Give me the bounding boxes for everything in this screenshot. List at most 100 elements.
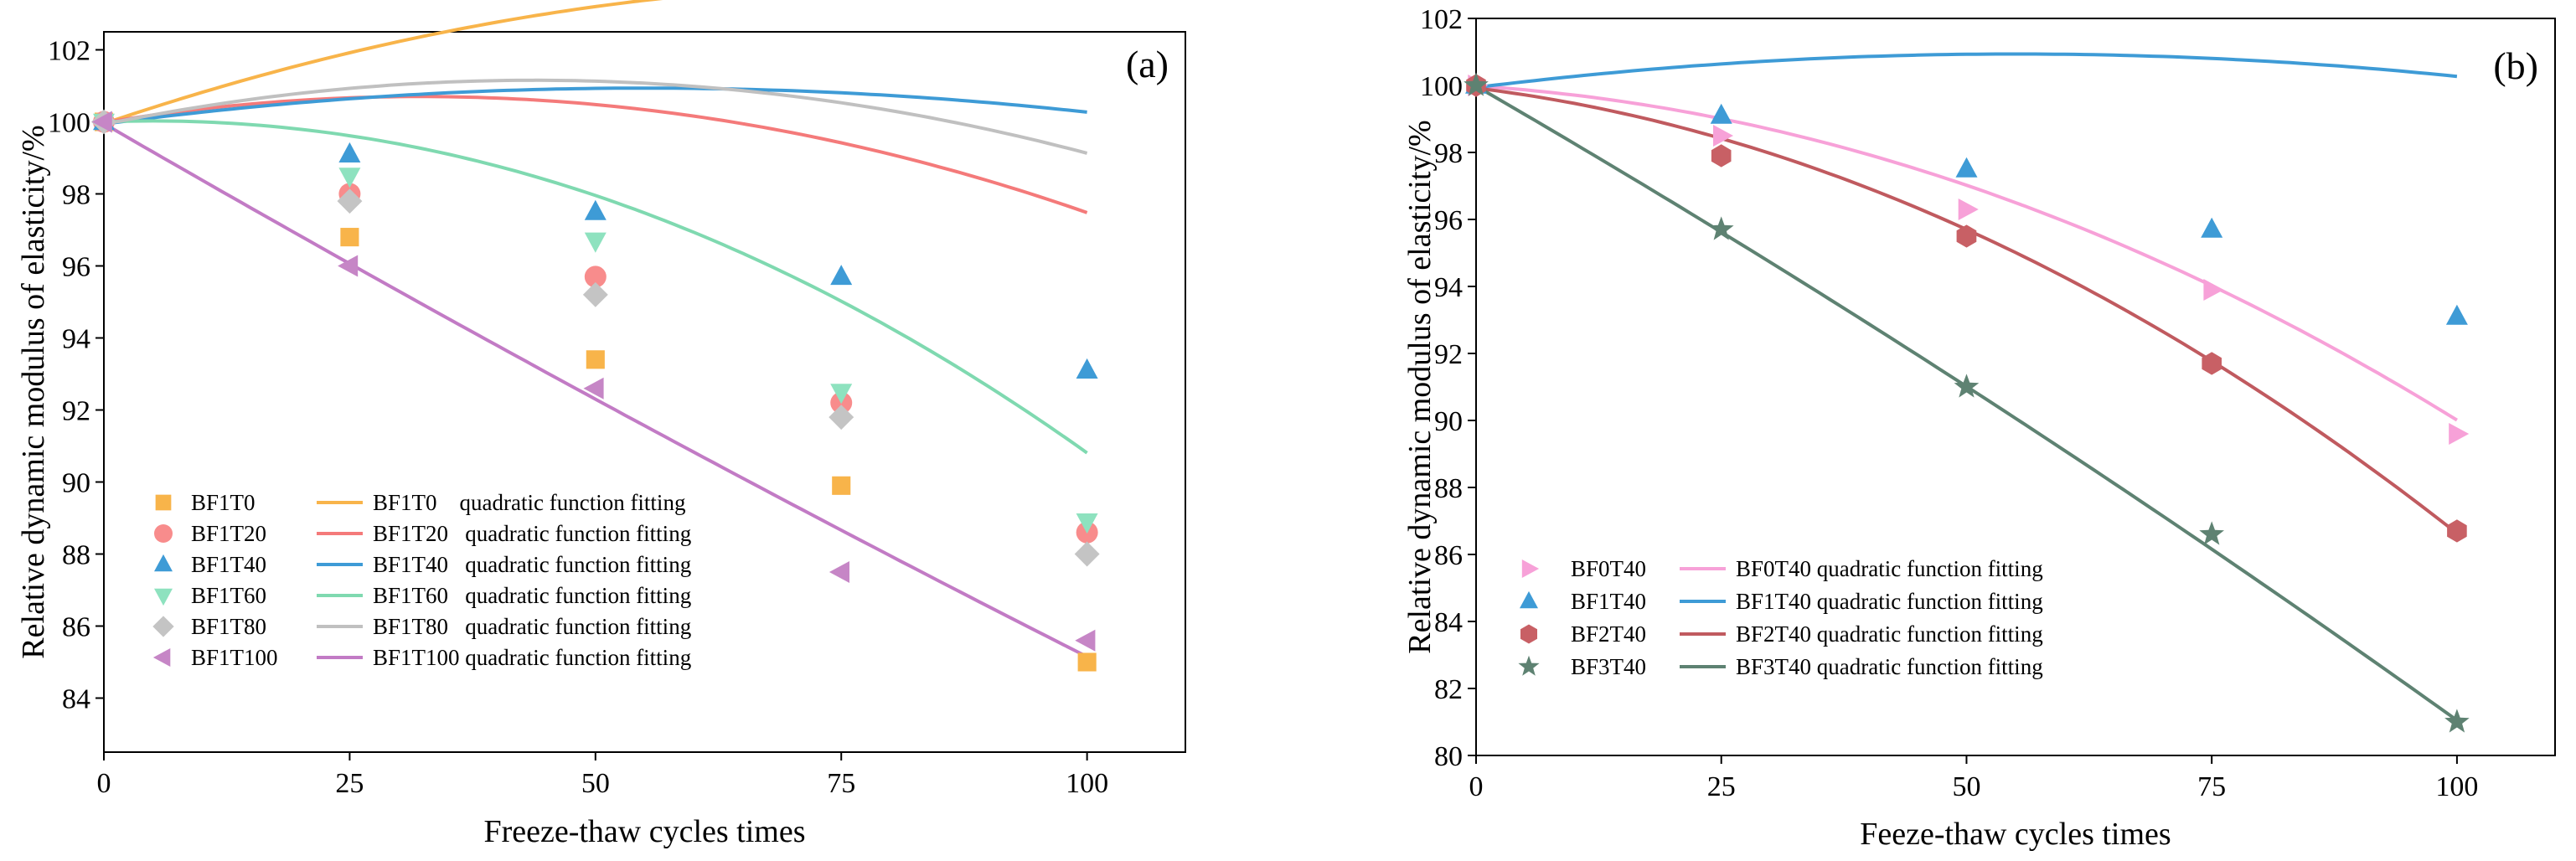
x-tick-label: 0 [1469, 771, 1484, 802]
data-point-bf1t40 [1955, 157, 1978, 178]
data-point-bf1t40 [2445, 304, 2468, 325]
y-tick-label: 86 [1434, 540, 1463, 571]
y-tick-label: 84 [1434, 607, 1463, 638]
data-point-bf1t40 [1076, 358, 1098, 379]
y-tick-label: 100 [48, 108, 90, 139]
data-point-bf2t40 [2447, 519, 2467, 543]
legend-marker-bf0t40 [1521, 559, 1540, 578]
legend-fit-label: BF1T100 quadratic function fitting [373, 645, 691, 670]
legend-label: BF1T80 [191, 614, 266, 639]
data-point-bf1t80 [582, 281, 608, 307]
x-tick-label: 100 [2435, 771, 2478, 802]
data-point-bf0t40 [2449, 423, 2470, 445]
y-tick-label: 88 [1434, 473, 1463, 504]
x-tick-label: 100 [1066, 768, 1108, 799]
data-point-bf0t40 [2203, 279, 2224, 301]
legend-label: BF1T60 [191, 583, 266, 608]
fit-line-bf0t40 [1475, 84, 2458, 422]
legend-label: BF1T20 [191, 521, 266, 546]
y-tick-label: 94 [1434, 272, 1463, 303]
data-point-bf1t0 [340, 228, 359, 247]
x-tick-label: 75 [2197, 771, 2226, 802]
x-tick-label: 0 [97, 768, 111, 799]
legend-label: BF3T40 [1571, 654, 1646, 679]
y-tick-label: 94 [62, 324, 90, 355]
fit-line-bf1t80 [103, 78, 1088, 155]
y-tick-label: 92 [1434, 339, 1463, 370]
y-tick-label: 86 [62, 612, 90, 643]
data-point-bf1t40 [830, 265, 853, 286]
legend-label: BF1T0 [191, 490, 256, 515]
data-point-bf1t100 [829, 561, 849, 583]
data-point-bf0t40 [1713, 125, 1733, 147]
legend-fit-label: BF1T40 quadratic function fitting [373, 552, 691, 577]
x-tick-label: 25 [1707, 771, 1736, 802]
data-point-bf2t40 [1956, 224, 1977, 248]
fit-line-bf1t60 [103, 119, 1088, 455]
x-axis-label: Freeze-thaw cycles times [483, 814, 805, 849]
data-point-bf1t100 [338, 255, 359, 277]
data-point-bf1t60 [830, 384, 853, 405]
panel-a-chart: 0 25 50 75 100 84 86 88 90 92 94 96 98 100 102 Freeze-t… [16, 0, 1186, 849]
panel-b-chart: 0 25 50 75 100 80 82 84 86 88 90 92 94 96 98 100 102 Feez… [1402, 4, 2556, 852]
y-tick-label: 96 [1434, 205, 1463, 236]
fit-line-bf1t20 [103, 95, 1088, 214]
legend-marker-bf1t80 [152, 616, 174, 637]
data-point-bf1t0 [1077, 652, 1097, 672]
x-tick-label: 25 [335, 768, 364, 799]
data-point-bf1t100 [1075, 629, 1096, 652]
data-point-bf1t80 [337, 188, 363, 214]
legend-marker-bf1t40 [1520, 590, 1538, 609]
fit-line-bf2t40 [1475, 86, 2459, 535]
y-axis-label: Relative dynamic modulus of elasticity/% [1402, 120, 1438, 653]
y-tick-label: 84 [62, 684, 90, 715]
data-point-bf1t20 [584, 266, 607, 288]
y-tick-label: 82 [1434, 674, 1463, 705]
data-point-bf1t40 [2201, 217, 2223, 238]
data-point-bf1t100 [583, 377, 604, 400]
legend-label: BF1T40 [1571, 589, 1646, 614]
legend-marker-bf2t40 [1520, 624, 1537, 644]
legend-marker-bf3t40 [1518, 655, 1540, 676]
legend-label: BF1T100 [191, 645, 278, 670]
fit-line-bf1t100 [102, 121, 1088, 658]
data-point-bf1t60 [338, 168, 361, 188]
y-tick-label: 90 [62, 468, 90, 499]
fit-line-bf1t40 [103, 86, 1087, 126]
data-point-bf1t40 [338, 142, 361, 162]
data-point-bf2t40 [1711, 144, 1732, 168]
data-point-bf1t80 [1074, 541, 1100, 567]
x-tick-label: 50 [1952, 771, 1980, 802]
y-tick-label: 88 [62, 540, 90, 571]
y-axis-label: Relative dynamic modulus of elasticity/% [16, 125, 51, 658]
legend-fit-label: BF2T40 quadratic function fitting [1736, 621, 2043, 647]
data-point-bf0t40 [1958, 198, 1979, 220]
y-tick-label: 80 [1434, 741, 1463, 772]
legend-fit-label: BF1T80 quadratic function fitting [373, 614, 691, 639]
legend-marker-bf1t0 [155, 494, 172, 511]
y-tick-label: 96 [62, 252, 90, 283]
y-tick-label: 102 [1420, 4, 1463, 35]
data-point-bf3t40 [2444, 709, 2470, 733]
data-point-bf1t40 [1710, 103, 1732, 124]
x-tick-label: 75 [827, 768, 855, 799]
y-tick-label: 92 [62, 396, 90, 427]
legend-fit-label: BF0T40 quadratic function fitting [1736, 556, 2043, 581]
fit-line-bf1t40 [1475, 52, 2458, 90]
data-point-bf1t0 [586, 350, 605, 369]
legend-fit-label: BF1T60 quadratic function fitting [373, 583, 691, 608]
data-point-bf1t60 [584, 232, 607, 253]
y-tick-label: 100 [1420, 71, 1463, 102]
legend-fit-label: BF1T0 quadratic function fitting [373, 490, 685, 515]
data-point-bf1t0 [832, 476, 851, 495]
x-axis-label: Feeze-thaw cycles times [1860, 817, 2171, 852]
plot-frame [103, 31, 1186, 753]
legend-fit-label: BF1T40 quadratic function fitting [1736, 589, 2043, 614]
data-point-bf1t100 [91, 111, 112, 133]
data-point-bf3t40 [1954, 374, 1980, 398]
legend-label: BF2T40 [1571, 621, 1646, 647]
y-tick-label: 90 [1434, 406, 1463, 437]
data-point-bf1t80 [829, 405, 854, 430]
data-point-bf3t40 [1708, 216, 1734, 240]
